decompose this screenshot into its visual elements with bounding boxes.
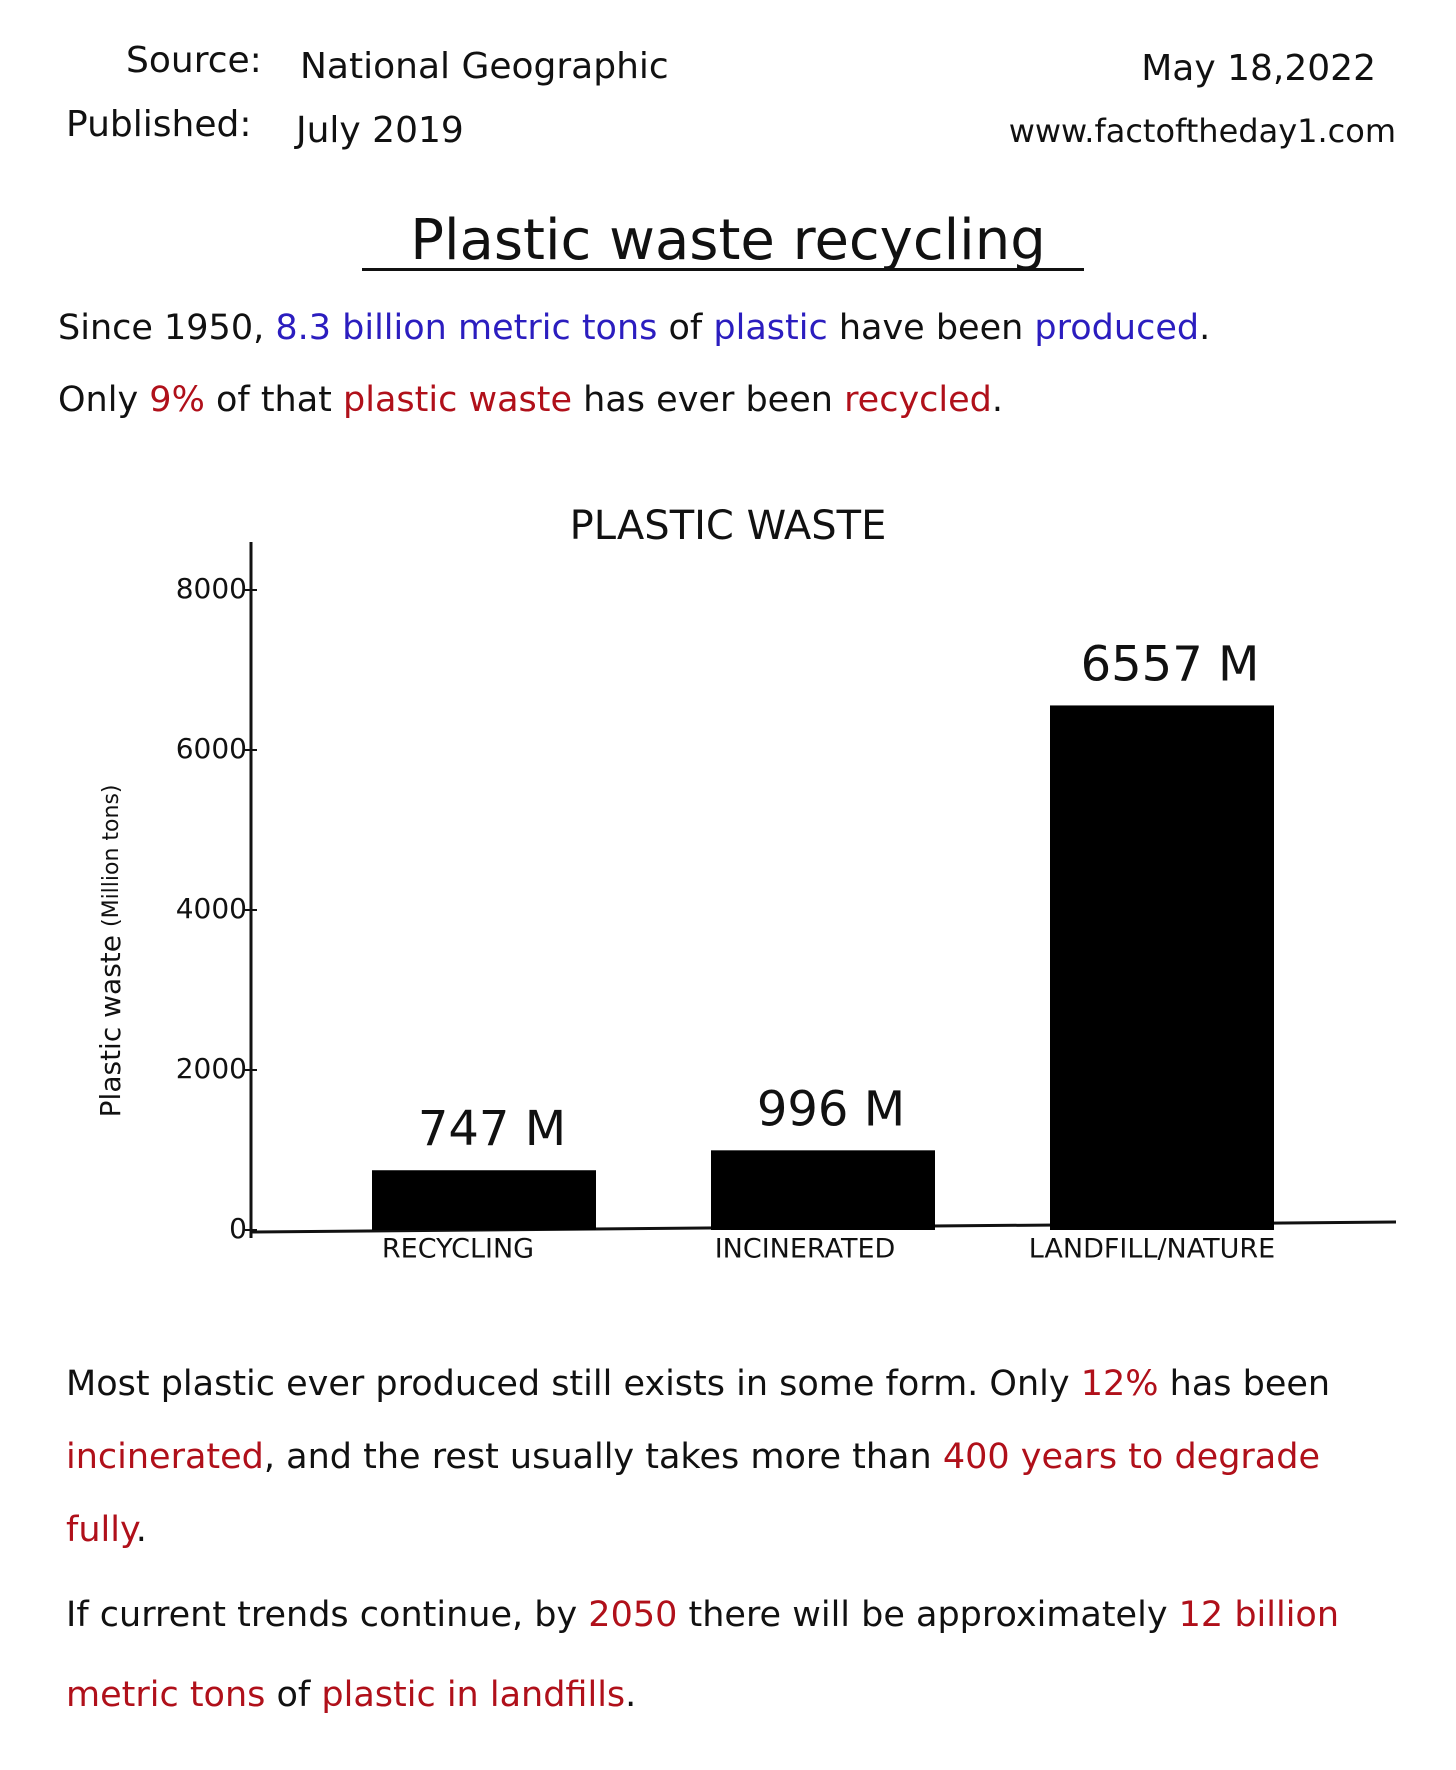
- text-segment: plastic: [713, 308, 828, 348]
- text-segment: Only: [58, 380, 150, 420]
- website: www.factoftheday1.com: [1008, 112, 1396, 150]
- published-label: Published:: [66, 104, 252, 145]
- text-segment: Most plastic ever produced still exists …: [66, 1364, 1081, 1404]
- text-segment: there will be approximately: [677, 1595, 1179, 1635]
- y-tick-label: 8000: [176, 572, 247, 605]
- text-segment: have been: [827, 308, 1035, 348]
- text-segment: 12%: [1080, 1364, 1159, 1404]
- value-label: 747 M: [418, 1101, 566, 1157]
- text-segment: incinerated: [66, 1437, 264, 1477]
- date: May 18,2022: [1141, 48, 1376, 89]
- text-segment: .: [625, 1675, 637, 1715]
- text-segment: 8.3 billion metric tons: [275, 308, 658, 348]
- text-segment: has ever been: [572, 380, 845, 420]
- bar: [1050, 705, 1274, 1230]
- y-tick-label: 2000: [176, 1052, 247, 1085]
- text-segment: of: [265, 1675, 322, 1715]
- text-segment: .: [135, 1510, 147, 1550]
- text-segment: of: [657, 308, 714, 348]
- source-label: Source:: [126, 40, 262, 81]
- value-label: 6557 M: [1081, 636, 1260, 692]
- chart-title: PLASTIC WASTE: [570, 503, 887, 549]
- source: National Geographic: [300, 46, 669, 87]
- text-segment: .: [1199, 308, 1211, 348]
- text-segment: 12 billion metric tons: [66, 1595, 1351, 1715]
- intro-line: Only 9% of that plastic waste has ever b…: [58, 380, 1003, 420]
- y-tick-label: 6000: [176, 732, 247, 765]
- x-tick-label: RECYCLING: [382, 1234, 534, 1265]
- footer-paragraph: If current trends continue, by 2050 ther…: [66, 1575, 1396, 1735]
- text-segment: If current trends continue, by: [66, 1595, 589, 1635]
- title-underline: [362, 268, 1084, 271]
- x-tick-label: LANDFILL/NATURE: [1029, 1234, 1275, 1265]
- text-segment: has been: [1158, 1364, 1342, 1404]
- bar: [711, 1150, 935, 1230]
- text-segment: .: [991, 380, 1004, 420]
- published: July 2019: [296, 110, 464, 151]
- text-segment: plastic in landfills: [321, 1675, 626, 1715]
- intro-line: Since 1950, 8.3 billion metric tons of p…: [58, 308, 1210, 348]
- bar: [372, 1170, 596, 1230]
- y-tick-label: 0: [229, 1212, 247, 1245]
- footer-paragraph: Most plastic ever produced still exists …: [66, 1348, 1396, 1567]
- text-segment: recycled: [844, 380, 992, 420]
- value-label: 996 M: [757, 1081, 905, 1137]
- y-axis-label: Plastic waste: [94, 935, 127, 1117]
- text-segment: 2050: [588, 1595, 678, 1635]
- y-axis-unit: (Million tons): [99, 785, 124, 927]
- page-title: Plastic waste recycling: [410, 208, 1046, 273]
- text-segment: 9%: [149, 380, 205, 420]
- text-segment: of that: [204, 380, 344, 420]
- text-segment: 400 years to degrade fully: [66, 1437, 1332, 1550]
- text-segment: produced: [1034, 308, 1200, 348]
- text-segment: , and the rest usually takes more than: [263, 1437, 943, 1477]
- x-tick-label: INCINERATED: [715, 1234, 896, 1265]
- text-segment: plastic waste: [343, 380, 573, 420]
- y-tick-label: 4000: [176, 892, 247, 925]
- text-segment: Since 1950,: [58, 308, 276, 348]
